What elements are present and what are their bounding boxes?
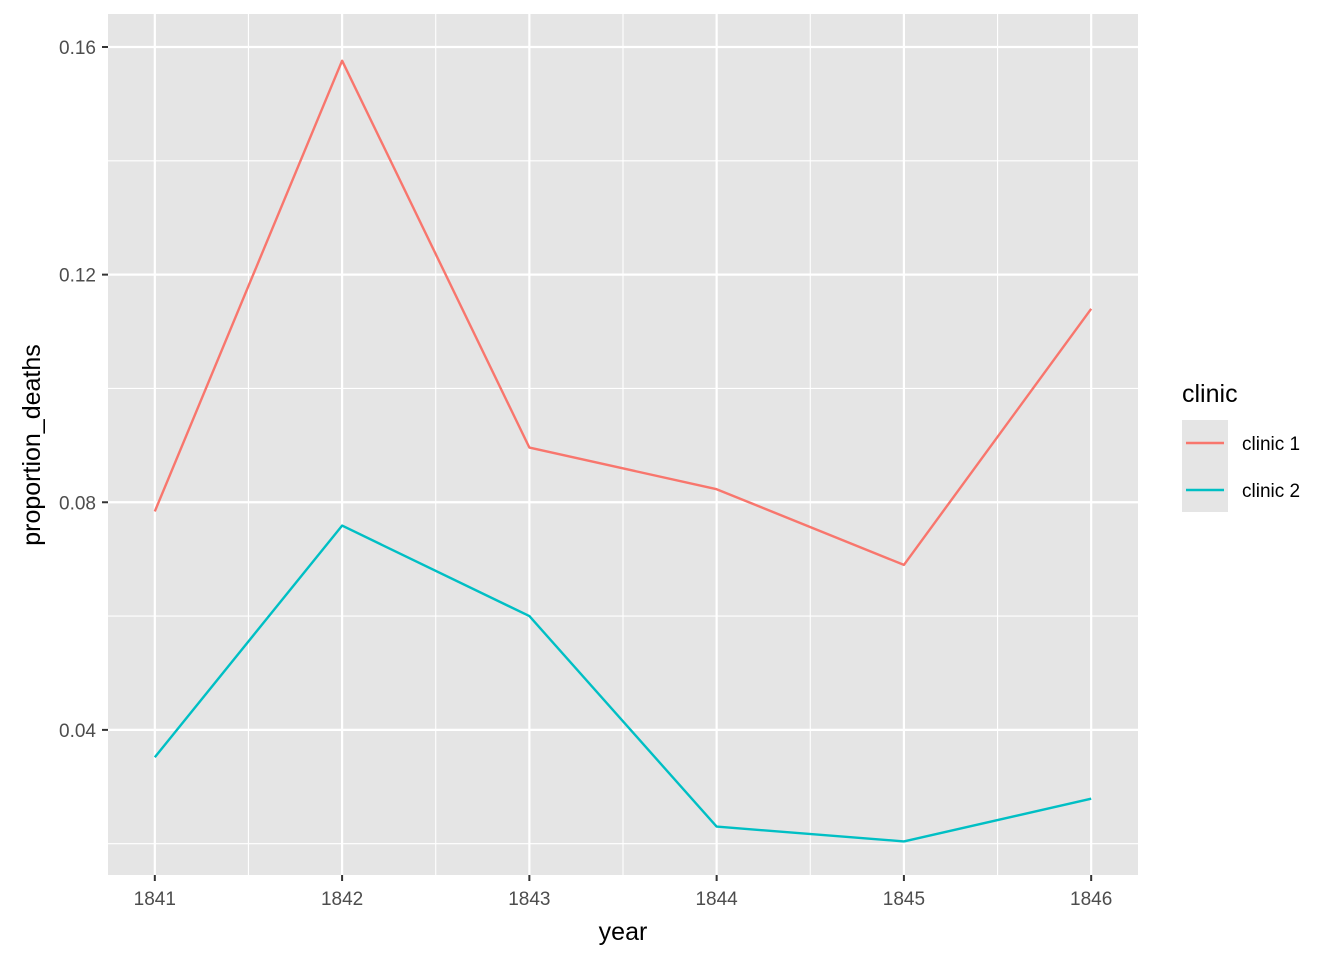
x-tick-label: 1843 (508, 889, 550, 910)
legend-label-1: clinic 1 (1242, 434, 1300, 455)
x-tick-label: 1845 (883, 889, 925, 910)
legend-key-background (1182, 420, 1228, 512)
x-tick-label: 1842 (321, 889, 363, 910)
series-line-1 (153, 59, 1093, 567)
y-tick-label: 0.16 (59, 38, 96, 59)
series-lines (153, 59, 1093, 843)
y-tick-label: 0.08 (59, 493, 96, 514)
y-axis: 0.04 0.08 0.12 0.16 (59, 38, 108, 742)
x-tick-label: 1841 (134, 889, 176, 910)
series-line-2 (153, 524, 1092, 843)
x-tick-label: 1846 (1070, 889, 1112, 910)
legend-title: clinic (1182, 380, 1238, 408)
x-tick-label: 1844 (695, 889, 738, 910)
y-tick-label: 0.04 (59, 721, 96, 742)
y-axis-title: proportion_deaths (18, 344, 46, 546)
x-axis: 1841 1842 1843 1844 1845 1846 (134, 875, 1112, 910)
x-axis-title: year (599, 918, 648, 946)
minor-gridlines (108, 14, 1138, 875)
legend: clinic clinic 1 clinic 2 (1182, 380, 1300, 512)
y-tick-label: 0.12 (59, 266, 96, 287)
major-gridlines (108, 14, 1138, 875)
legend-label-2: clinic 2 (1242, 481, 1300, 502)
